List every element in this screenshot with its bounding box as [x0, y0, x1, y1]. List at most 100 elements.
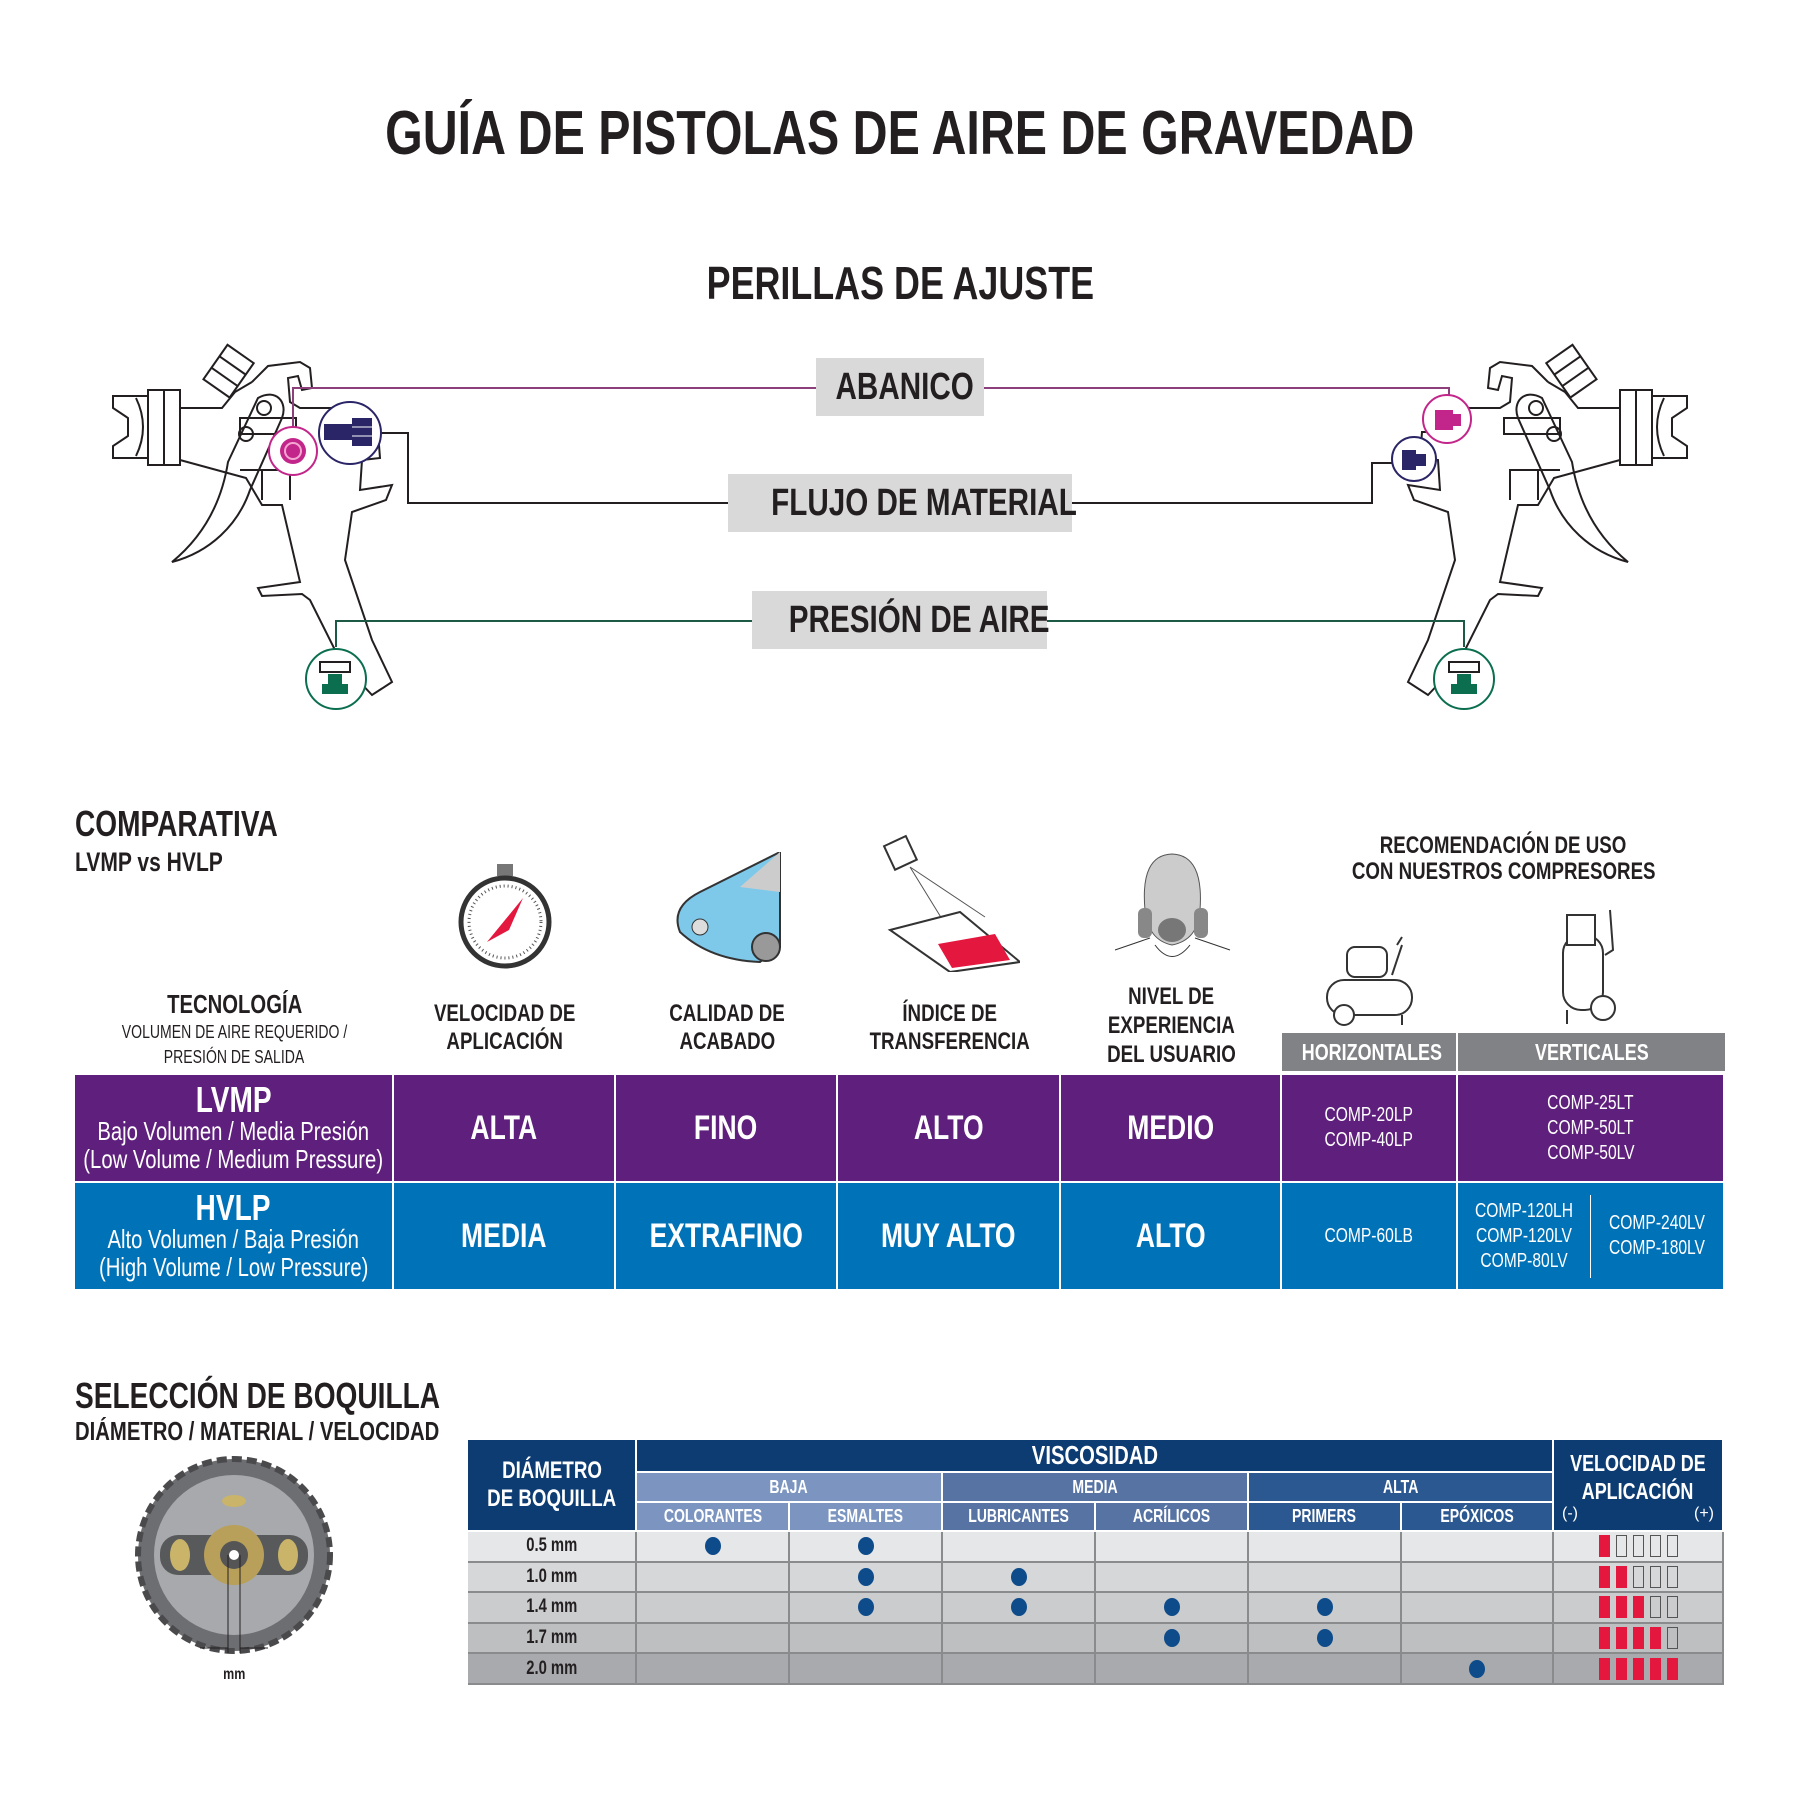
material-cell: [1402, 1654, 1554, 1685]
nozzle-title: SELECCIÓN DE BOQUILLA: [75, 1375, 441, 1416]
comparison-title: COMPARATIVA: [75, 803, 278, 844]
material-cell: [790, 1593, 943, 1624]
spray-gun-diagram: [112, 343, 1688, 710]
speed-level-bar: [1666, 1627, 1678, 1650]
speed-level-bar: [1615, 1535, 1627, 1558]
lvmp-experience: MEDIO: [1061, 1073, 1282, 1181]
nozzle-size-label: 1.7 mm: [525, 1627, 578, 1649]
page-title: GUÍA DE PISTOLAS DE AIRE DE GRAVEDAD: [385, 99, 1415, 168]
hvlp-horizontal-models: COMP-60LB: [1282, 1181, 1458, 1289]
spray-gun-left-illustration: [112, 343, 394, 700]
material-cell: [943, 1654, 1096, 1685]
speed-level-bar: [1598, 1535, 1610, 1558]
material-acrilicos: ACRÍLICOS: [1096, 1503, 1249, 1532]
header-recommendation: RECOMENDACIÓN DE USO CON NUESTROS COMPRES…: [1351, 832, 1656, 885]
speed-max-label: (+): [1694, 1505, 1714, 1522]
speed-level-bar: [1649, 1596, 1661, 1619]
material-cell: [790, 1654, 943, 1685]
spray-transfer-icon: [882, 834, 1020, 972]
header-horizontal: HORIZONTALES: [1282, 1033, 1456, 1071]
nozzle-size-cell: 2.0 mm: [468, 1654, 637, 1685]
material-cell: [1249, 1623, 1402, 1655]
suitable-dot-icon: [1163, 1629, 1180, 1648]
speed-level-bar: [1632, 1596, 1644, 1619]
speed-level-bar: [1615, 1657, 1627, 1680]
material-cell: [943, 1532, 1096, 1563]
tech-cell-hvlp: HVLP Alto Volumen / Baja Presión (High V…: [75, 1181, 394, 1289]
knob-label-abanico: ABANICO: [816, 358, 984, 416]
nozzle-size-cell: 1.7 mm: [468, 1623, 637, 1655]
hvlp-transfer: MUY ALTO: [838, 1181, 1061, 1289]
speed-level-cell: [1554, 1593, 1724, 1624]
speed-level-bar: [1649, 1535, 1661, 1558]
nozzle-table: DIÁMETRO DE BOQUILLA VISCOSIDAD VELOCIDAD…: [468, 1440, 1724, 1685]
knob-label-presion: PRESIÓN DE AIRE: [752, 591, 1050, 649]
air-pressure-knob-icon: [305, 648, 367, 710]
nozzle-subtitle: DIÁMETRO / MATERIAL / VELOCIDAD: [75, 1416, 440, 1446]
suitable-dot-icon: [857, 1598, 874, 1617]
speed-level-bar: [1615, 1627, 1627, 1650]
speed-level-bar: [1598, 1657, 1610, 1680]
lvmp-transfer: ALTO: [838, 1073, 1061, 1181]
speed-level-bar: [1666, 1657, 1678, 1680]
material-cell: [1249, 1654, 1402, 1685]
car-icon: [676, 852, 781, 964]
nozzle-size-label: 1.0 mm: [525, 1565, 578, 1587]
material-cell: [1096, 1654, 1249, 1685]
material-epoxicos: EPÓXICOS: [1402, 1503, 1554, 1532]
material-cell: [637, 1623, 790, 1655]
header-vertical: VERTICALES: [1458, 1033, 1725, 1071]
speed-level-bar: [1598, 1627, 1610, 1650]
header-experience: NIVEL DE EXPERIENCIA DEL USUARIO: [1107, 983, 1236, 1068]
speed-level-bar: [1598, 1565, 1610, 1588]
material-cell: [1402, 1623, 1554, 1655]
speed-level-cell: [1554, 1654, 1724, 1685]
vertical-compressor-icon: [1562, 909, 1616, 1024]
suitable-dot-icon: [704, 1537, 721, 1556]
group-baja: BAJA: [637, 1473, 943, 1503]
speed-level-bar: [1649, 1657, 1661, 1680]
nozzle-size-cell: 1.0 mm: [468, 1562, 637, 1594]
suitable-dot-icon: [857, 1537, 874, 1556]
comparison-subtitle: LVMP vs HVLP: [75, 847, 223, 877]
material-cell: [1402, 1532, 1554, 1563]
speed-level-bar: [1632, 1657, 1644, 1680]
material-cell: [637, 1532, 790, 1563]
material-cell: [1096, 1562, 1249, 1594]
suitable-dot-icon: [1010, 1598, 1027, 1617]
material-cell: [790, 1562, 943, 1594]
fan-knob-icon: [1422, 394, 1472, 444]
material-cell: [1402, 1593, 1554, 1624]
speed-level-bar: [1632, 1565, 1644, 1588]
material-lubricantes: LUBRICANTES: [943, 1503, 1096, 1532]
suitable-dot-icon: [1316, 1598, 1333, 1617]
viscosity-header: VISCOSIDAD: [637, 1440, 1554, 1473]
adjust-title: PERILLAS DE AJUSTE: [706, 257, 1094, 309]
hvlp-vertical-models: COMP-120LH COMP-120LV COMP-80LV COMP-240LV…: [1458, 1181, 1725, 1289]
knob-label-flujo: FLUJO DE MATERIAL: [728, 474, 1077, 532]
nozzle-size-label: 2.0 mm: [525, 1657, 578, 1679]
suitable-dot-icon: [1010, 1567, 1027, 1586]
speed-level-bar: [1615, 1565, 1627, 1588]
header-speed: VELOCIDAD DE APLICACIÓN: [434, 1000, 576, 1055]
material-cell: [790, 1623, 943, 1655]
nozzle-size-cell: 1.4 mm: [468, 1593, 637, 1624]
material-cell: [637, 1654, 790, 1685]
group-media: MEDIA: [943, 1473, 1249, 1503]
stopwatch-icon: [458, 864, 552, 969]
material-cell: [1096, 1623, 1249, 1655]
nozzle-size-label: 0.5 mm: [525, 1535, 578, 1557]
speed-level-bar: [1649, 1627, 1661, 1650]
material-primers: PRIMERS: [1249, 1503, 1402, 1532]
respirator-mask-icon: [1114, 853, 1231, 957]
tech-cell-lvmp: LVMP Bajo Volumen / Media Presión (Low V…: [75, 1073, 394, 1181]
material-cell: [943, 1562, 1096, 1594]
material-cell: [1096, 1532, 1249, 1563]
nozzle-air-cap-illustration: [135, 1456, 333, 1654]
group-alta: ALTA: [1249, 1473, 1554, 1503]
suitable-dot-icon: [1316, 1629, 1333, 1648]
header-finish: CALIDAD DE ACABADO: [669, 1000, 785, 1055]
fan-knob-icon: [268, 426, 318, 476]
nozzle-size-cell: 0.5 mm: [468, 1532, 637, 1563]
material-cell: [637, 1593, 790, 1624]
